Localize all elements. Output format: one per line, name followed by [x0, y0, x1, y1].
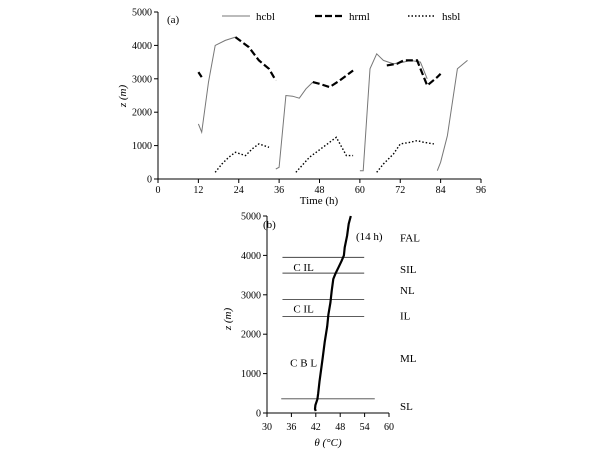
- layer-label-inner: C IL: [293, 262, 314, 274]
- panel-b-x-tick-label: 36: [286, 422, 296, 433]
- panel-b-ticks: 30 36 42 48 54 60 0 1000 2000 3000 4000 5000: [241, 212, 394, 434]
- panel-b-layer-labels: C IL C IL C B L FAL SIL NL IL ML SL: [290, 233, 420, 413]
- panel-b-layer-lines: [281, 256, 375, 400]
- series-hrml-segment: [197, 71, 203, 78]
- series-hsbl-segment: [214, 143, 270, 173]
- series-hcbl-segment: [275, 81, 314, 170]
- panel-a-x-tick-label: 96: [476, 185, 486, 196]
- panel-a-xlabel: Time (h): [300, 195, 339, 207]
- panel-a-legend: hcbl hrml hsbl: [222, 11, 460, 23]
- panel-b-xlabel: θ (°C): [314, 437, 342, 449]
- panel-b-y-tick-label: 4000: [241, 251, 261, 262]
- theta-profile-line: [313, 215, 352, 412]
- series-hcbl-segment: [359, 52, 428, 172]
- panel-a: 0 12 24 36 48 60 72 84 96 0 1000 2000 3000 4000 5000 h…: [117, 8, 486, 208]
- panel-b-y-tick-label: 2000: [241, 330, 261, 341]
- series-hrml-segment: [386, 59, 442, 88]
- panel-b-y-tick-label: 0: [256, 409, 261, 420]
- panel-b-y-tick-label: 5000: [241, 212, 261, 223]
- layer-label-side: NL: [400, 285, 415, 297]
- panel-a-y-tick-label: 1000: [132, 141, 152, 152]
- panel-b-x-tick-label: 30: [262, 422, 272, 433]
- panel-a-x-tick-label: 12: [193, 185, 203, 196]
- series-hsbl-segment: [295, 136, 354, 173]
- panel-a-y-tick-label: 4000: [132, 41, 152, 52]
- panel-a-x-tick-label: 24: [234, 185, 244, 196]
- panel-a-ticks: 0 12 24 36 48 60 72 84 96 0 1000 2000 3000 4000 5000: [132, 8, 486, 197]
- panel-a-x-tick-label: 72: [395, 185, 405, 196]
- panel-a-x-tick-label: 60: [355, 185, 365, 196]
- series-hcbl-segment: [197, 36, 236, 135]
- layer-label-side: FAL: [400, 233, 420, 245]
- panel-b-profile: [313, 215, 352, 412]
- series-hrml-segment: [234, 36, 277, 82]
- layer-label-side: ML: [400, 353, 417, 365]
- panel-a-x-tick-label: 48: [315, 185, 325, 196]
- panel-a-label: (a): [167, 14, 180, 26]
- panel-a-y-tick-label: 2000: [132, 108, 152, 119]
- legend-label-hrml: hrml: [349, 11, 370, 23]
- panel-b-x-tick-label: 42: [311, 422, 321, 433]
- panel-b-ylabel: z (m): [222, 308, 234, 332]
- legend-label-hsbl: hsbl: [442, 11, 460, 23]
- panel-a-x-tick-label: 84: [436, 185, 446, 196]
- series-hcbl-segment: [436, 60, 468, 171]
- panel-b-y-tick-label: 1000: [241, 369, 261, 380]
- panel-b-x-tick-label: 54: [360, 422, 370, 433]
- layer-label-side: IL: [400, 310, 411, 322]
- layer-label-inner: C B L: [290, 358, 317, 370]
- panel-a-series: [197, 36, 468, 173]
- layer-label-side: SL: [400, 401, 413, 413]
- panel-b-y-tick-label: 3000: [241, 290, 261, 301]
- layer-label-inner: C IL: [293, 304, 314, 316]
- series-hrml-segment: [312, 69, 354, 89]
- panel-a-ylabel: z (m): [117, 85, 129, 109]
- series-hsbl-segment: [376, 139, 435, 173]
- panel-b-axes: [266, 216, 389, 414]
- panel-b-x-tick-label: 48: [335, 422, 345, 433]
- panel-b-curve-label: (14 h): [356, 231, 383, 243]
- layer-label-side: SIL: [400, 264, 417, 276]
- panel-a-y-tick-label: 0: [147, 175, 152, 186]
- legend-label-hcbl: hcbl: [256, 11, 275, 23]
- panel-a-y-tick-label: 3000: [132, 74, 152, 85]
- panel-b-label: (b): [263, 219, 276, 231]
- panel-a-x-tick-label: 36: [274, 185, 284, 196]
- panel-a-x-tick-label: 0: [156, 185, 161, 196]
- panel-b-x-tick-label: 60: [384, 422, 394, 433]
- panel-a-y-tick-label: 5000: [132, 8, 152, 19]
